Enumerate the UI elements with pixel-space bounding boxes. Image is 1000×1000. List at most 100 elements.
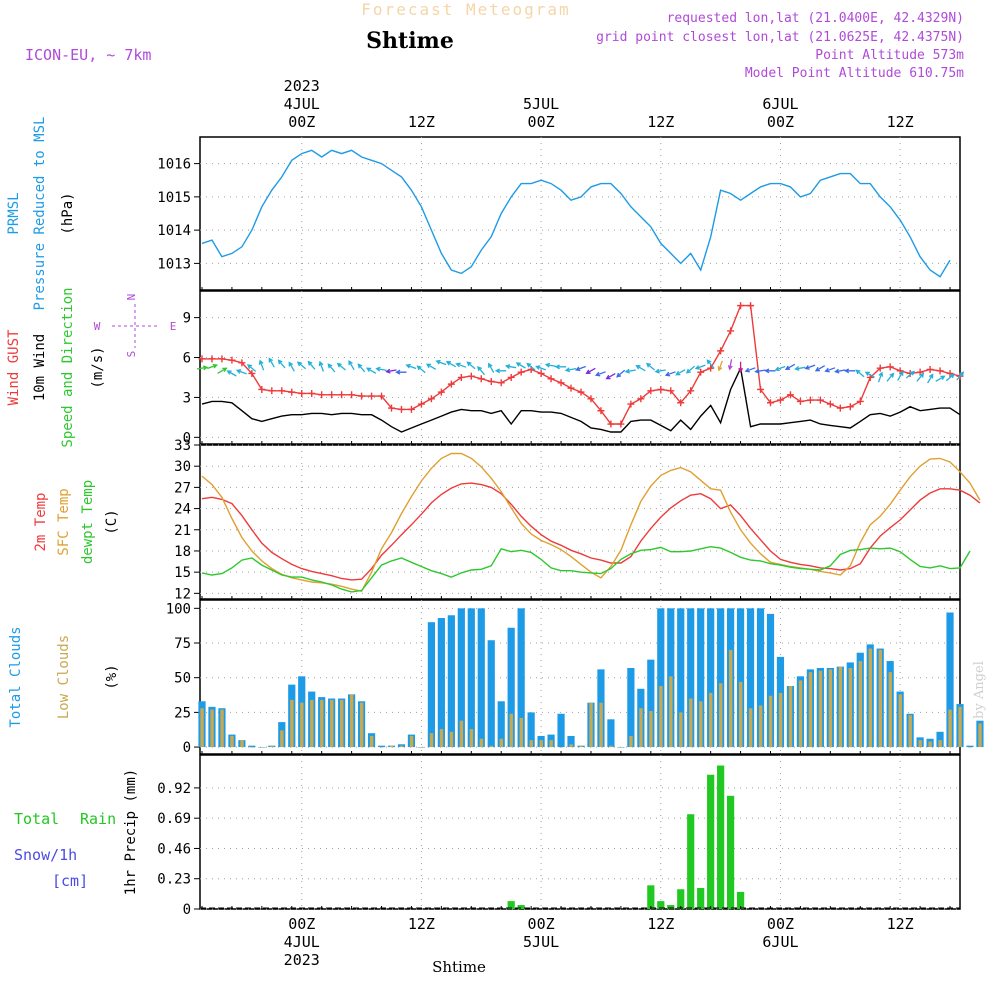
bar xyxy=(707,774,715,909)
gust-marker xyxy=(786,391,794,399)
bar xyxy=(427,622,435,748)
bar xyxy=(627,667,635,748)
bar xyxy=(729,649,733,748)
compass-e: E xyxy=(170,320,177,333)
bar xyxy=(768,695,773,748)
bar xyxy=(727,795,735,909)
bar xyxy=(230,735,234,748)
bar xyxy=(499,738,504,748)
bar xyxy=(938,740,942,748)
gust-marker xyxy=(417,400,425,408)
gust-marker xyxy=(697,368,705,376)
bar xyxy=(377,745,386,748)
bar xyxy=(687,608,695,748)
bar xyxy=(469,729,474,748)
gust-marker xyxy=(737,302,745,310)
time-label-bottom: 6JUL xyxy=(762,933,798,951)
wind-arrow xyxy=(886,372,895,382)
bar xyxy=(467,608,475,748)
bar xyxy=(657,608,665,748)
gust-marker xyxy=(427,395,435,403)
gust-marker xyxy=(567,384,575,392)
wind-arrow xyxy=(675,369,686,376)
bar xyxy=(340,699,344,748)
gust-marker xyxy=(627,400,635,408)
gust-marker xyxy=(677,399,685,407)
gust-marker xyxy=(657,385,665,393)
series-line xyxy=(201,365,961,433)
gust-marker xyxy=(587,395,595,403)
side-label: SFC Temp xyxy=(56,488,72,555)
bar xyxy=(519,717,523,748)
header: Forecast Meteogram Shtime ICON-EU, ~ 7km… xyxy=(25,0,987,976)
side-label: Total Clouds xyxy=(8,626,24,727)
footer-location: Shtime xyxy=(432,958,486,976)
time-label-top: 2023 xyxy=(284,77,320,95)
series-line xyxy=(202,304,961,425)
bar xyxy=(567,735,575,748)
gust-marker xyxy=(637,395,645,403)
bar xyxy=(717,765,725,909)
series-2m-temp xyxy=(201,482,981,581)
series-line xyxy=(201,452,981,592)
time-label-bottom: 4JUL xyxy=(284,933,320,951)
bar xyxy=(647,659,655,748)
wind-arrow xyxy=(784,363,796,370)
wind-arrow xyxy=(348,360,355,371)
gust-marker xyxy=(537,369,545,377)
gust-marker xyxy=(826,400,834,408)
gust-marker xyxy=(258,385,266,393)
y-tick-label: 0.69 xyxy=(157,811,191,827)
bar xyxy=(736,608,745,748)
y-tick-label: 30 xyxy=(174,459,191,475)
time-label-bottom: 2023 xyxy=(284,951,320,969)
bar xyxy=(818,670,823,748)
wind-arrow xyxy=(544,362,557,368)
time-label-top: 00Z xyxy=(767,113,794,131)
chart-panel-1: 0 3 6 9 Wind GUST 10m Wind Speed and Direction… xyxy=(6,287,965,448)
side-label: (%) xyxy=(104,664,120,689)
wind-arrow xyxy=(855,369,865,378)
bar xyxy=(290,699,294,748)
bar xyxy=(756,608,765,748)
panel-frame xyxy=(199,444,961,600)
gust-marker xyxy=(298,389,306,397)
bar xyxy=(639,708,643,748)
time-label-bottom: 12Z xyxy=(647,915,674,933)
bar xyxy=(968,747,972,748)
wind-arrow xyxy=(794,365,806,371)
bar xyxy=(220,709,224,748)
gust-marker xyxy=(946,369,954,377)
series-sfc-temp xyxy=(201,452,981,592)
gust-marker xyxy=(647,387,655,395)
bar xyxy=(310,699,314,748)
gust-marker xyxy=(517,368,525,376)
bar xyxy=(350,694,354,748)
bar xyxy=(437,618,445,748)
bar xyxy=(736,891,745,909)
y-tick-label: 50 xyxy=(174,671,191,687)
side-label: 10m Wind xyxy=(32,334,48,401)
wind-arrow xyxy=(554,364,567,370)
bar xyxy=(497,701,505,748)
wind-arrow xyxy=(235,369,247,375)
gust-marker xyxy=(268,387,276,395)
chart-panel-0: 1013 1014 1015 1016 PRMSL Pressure Reduced to… xyxy=(6,117,961,310)
side-label: [cm] xyxy=(52,872,88,890)
wind-arrow xyxy=(738,361,744,374)
bar xyxy=(687,814,695,909)
bar xyxy=(848,667,853,748)
forecast-title: Forecast Meteogram xyxy=(361,0,570,19)
bar xyxy=(589,702,593,748)
wind-arrow xyxy=(814,365,826,372)
series-10m-wind xyxy=(201,365,961,433)
bar xyxy=(459,720,464,748)
point-altitude: Point Altitude 573m xyxy=(815,48,964,63)
bar xyxy=(240,740,244,748)
wind-arrow xyxy=(834,368,846,374)
gust-marker xyxy=(238,359,246,367)
wind-arrow xyxy=(575,365,586,372)
gust-marker xyxy=(328,391,336,399)
bar xyxy=(667,905,675,909)
bar xyxy=(679,712,683,748)
